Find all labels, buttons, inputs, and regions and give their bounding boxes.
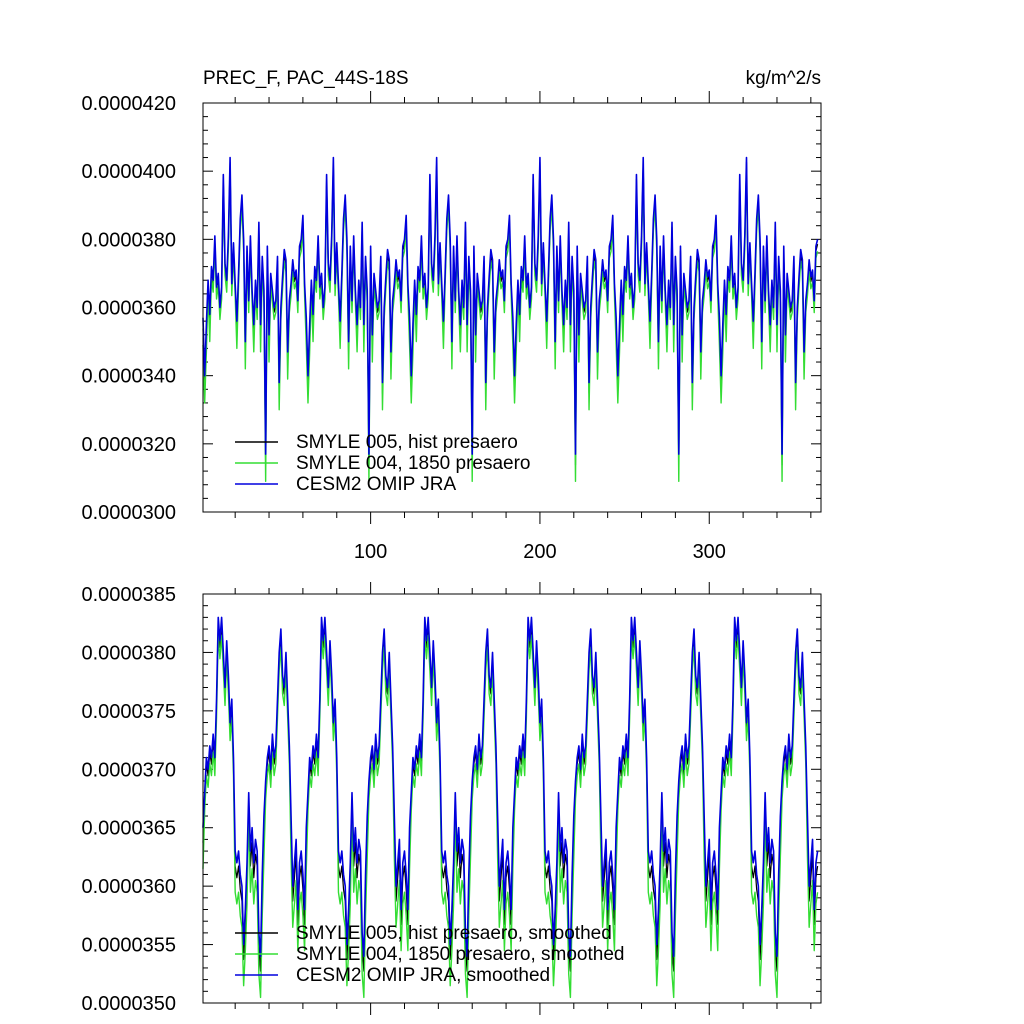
top-legend-label: SMYLE 005, hist presaero	[296, 432, 518, 453]
bottom-legend: SMYLE 005, hist presaero, smoothedSMYLE …	[235, 923, 624, 986]
top-ticks: 0.0000300 0.0000320 0.0000340 0.0000360 0.00…	[81, 91, 821, 563]
bottom-y-tick-label: 0.0000375	[81, 701, 176, 723]
bottom-plot-frame	[202, 593, 822, 1004]
top-title-left: PREC_F, PAC_44S-18S	[203, 68, 409, 89]
bottom-y-tick-label: 0.0000360	[81, 876, 176, 898]
bottom-ticks: 0.0000350 0.0000355 0.0000360 0.0000365 0.00…	[81, 582, 821, 1015]
bottom-y-tick-label: 0.0000385	[81, 584, 176, 606]
bottom-panel: 0.0000350 0.0000355 0.0000360 0.0000365 0.00…	[81, 582, 822, 1015]
bottom-smyle-004-line	[202, 634, 819, 999]
top-y-tick-label: 0.0000320	[81, 434, 176, 456]
bottom-y-tick-label: 0.0000370	[81, 759, 176, 781]
top-y-tick-label: 0.0000300	[81, 502, 176, 524]
top-legend-label: CESM2 OMIP JRA	[296, 474, 456, 495]
bottom-legend-label: CESM2 OMIP JRA, smoothed	[296, 965, 550, 986]
top-legend-label: SMYLE 004, 1850 presaero	[296, 453, 531, 474]
top-plot-frame	[202, 102, 822, 513]
top-title-right: kg/m^2/s	[746, 68, 821, 89]
top-x-tick-label: 200	[523, 541, 556, 563]
top-y-tick-label: 0.0000360	[81, 298, 176, 320]
bottom-y-tick-label: 0.0000350	[81, 993, 176, 1015]
bottom-legend-label: SMYLE 005, hist presaero, smoothed	[296, 923, 612, 944]
top-y-tick-label: 0.0000400	[81, 161, 176, 183]
top-x-tick-label: 300	[693, 541, 726, 563]
bottom-series-lines	[202, 616, 819, 999]
bottom-y-tick-label: 0.0000365	[81, 818, 176, 840]
bottom-y-tick-label: 0.0000355	[81, 935, 176, 957]
bottom-legend-label: SMYLE 004, 1850 presaero, smoothed	[296, 944, 624, 965]
top-y-tick-label: 0.0000380	[81, 229, 176, 251]
top-x-tick-label: 100	[354, 541, 387, 563]
top-omip-jra-line	[202, 156, 819, 455]
bottom-y-tick-label: 0.0000380	[81, 642, 176, 664]
bottom-omip-jra-line	[202, 616, 819, 958]
top-y-tick-label: 0.0000420	[81, 93, 176, 115]
top-panel: PREC_F, PAC_44S-18S kg/m^2/s 0.00003000.…	[81, 68, 822, 563]
top-series-lines	[202, 156, 819, 483]
top-y-tick-label: 0.0000340	[81, 366, 176, 388]
